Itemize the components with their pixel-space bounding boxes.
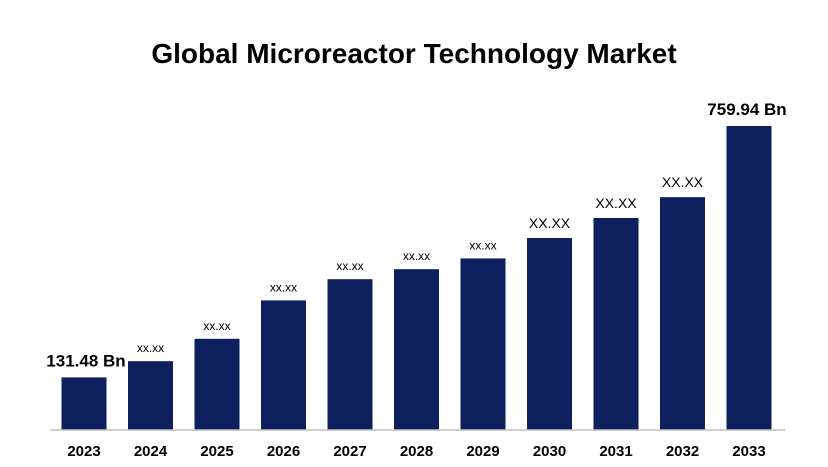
labels-layer: 131.48 Bn xx.xx xx.xx xx.xx xx.xx xx.xx xx.xx X…	[46, 100, 786, 370]
x-tick-2028: 2028	[400, 443, 433, 460]
bar-2031	[593, 218, 639, 430]
x-tick-2025: 2025	[200, 443, 233, 460]
x-tick-2029: 2029	[466, 443, 499, 460]
x-tick-2033: 2033	[732, 443, 765, 460]
data-label-2031: XX.XX	[595, 195, 637, 211]
x-tick-2026: 2026	[267, 443, 300, 460]
data-label-2023: 131.48 Bn	[46, 351, 125, 370]
bars-layer	[61, 126, 772, 430]
bar-2026	[261, 300, 306, 430]
data-label-2024: xx.xx	[137, 341, 164, 355]
bar-2029	[460, 258, 506, 430]
x-tick-2032: 2032	[666, 443, 699, 460]
bar-2023	[61, 377, 107, 430]
chart-title: Global Microreactor Technology Market	[151, 38, 677, 69]
x-tick-2023: 2023	[67, 443, 100, 460]
bar-2033	[726, 126, 772, 430]
data-label-2028: xx.xx	[403, 249, 430, 263]
bar-2027	[327, 279, 373, 430]
bar-2030	[527, 238, 572, 430]
data-label-2032: XX.XX	[662, 174, 704, 190]
bar-2025	[194, 338, 240, 430]
x-tick-2027: 2027	[333, 443, 366, 460]
x-tick-2024: 2024	[134, 443, 168, 460]
x-tick-2031: 2031	[599, 443, 632, 460]
bar-2028	[394, 269, 439, 430]
data-label-2025: xx.xx	[203, 319, 230, 333]
bar-2032	[660, 197, 705, 430]
x-tick-2030: 2030	[533, 443, 566, 460]
bar-2024	[128, 361, 173, 430]
data-label-2026: xx.xx	[270, 280, 297, 294]
data-label-2030: XX.XX	[529, 215, 571, 231]
data-label-2033: 759.94 Bn	[707, 100, 786, 119]
data-label-2029: xx.xx	[469, 238, 496, 252]
x-tick-labels: 2023 2024 2025 2026 2027 2028 2029 2030 2031 2032…	[67, 443, 765, 460]
data-label-2027: xx.xx	[336, 259, 363, 273]
